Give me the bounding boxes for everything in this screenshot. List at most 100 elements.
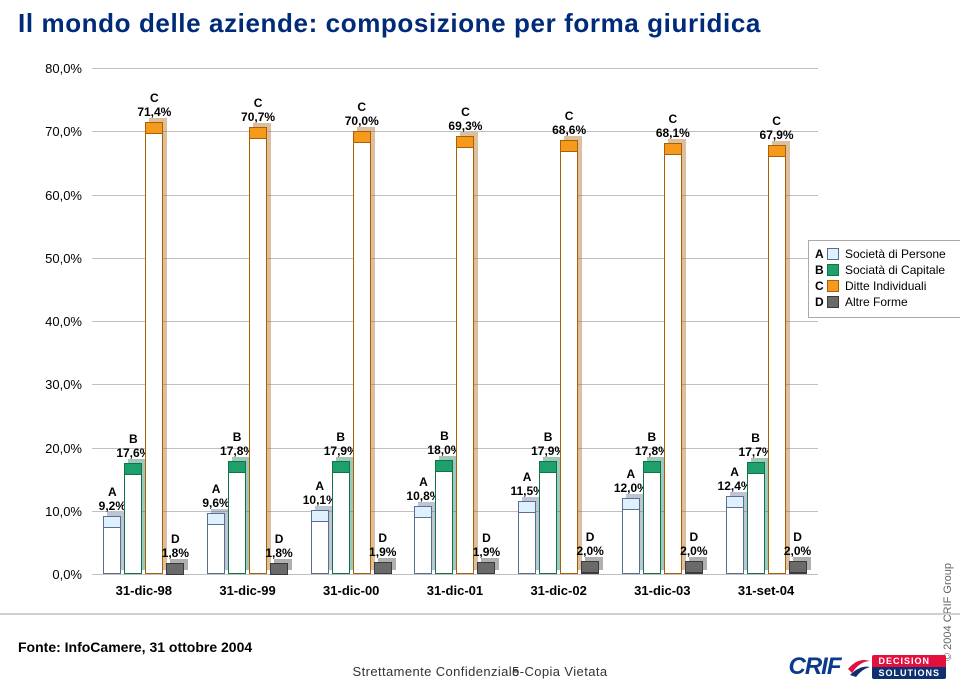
bar-letter: B: [129, 433, 138, 445]
bar-value: 1,8%: [265, 547, 292, 559]
page-number: 5: [512, 664, 519, 679]
bar-letter: D: [171, 533, 180, 545]
bar-letter: D: [690, 531, 699, 543]
bar: 69,3%C: [456, 136, 474, 574]
bar-value: 9,6%: [202, 497, 229, 509]
x-tick: 31-dic-02: [529, 583, 589, 598]
bar-value: 68,1%: [656, 127, 690, 139]
y-tick: 0,0%: [22, 568, 82, 581]
bar-group: 11,5%A17,9%B68,6%C2,0%D31-dic-02: [507, 68, 611, 574]
bar-group: 10,1%A17,9%B70,0%C1,9%D31-dic-00: [299, 68, 403, 574]
bar-value: 71,4%: [137, 106, 171, 118]
bar-value: 2,0%: [680, 545, 707, 557]
divider: [0, 613, 960, 615]
legend-label: Ditte Individuali: [845, 279, 960, 293]
bar-group: 9,6%A17,8%B70,7%C1,8%D31-dic-99: [196, 68, 300, 574]
bar: 70,7%C: [249, 127, 267, 574]
legend-item: B Sociatà di Capitale: [815, 263, 960, 277]
y-tick: 50,0%: [22, 252, 82, 265]
bar-letter: B: [648, 431, 657, 443]
confidential-text: Strettamente Confidenziale-Copia Vietata: [353, 664, 608, 679]
bar: 17,7%B: [747, 462, 765, 574]
plot-area: 0,0%10,0%20,0%30,0%40,0%50,0%60,0%70,0%8…: [92, 68, 818, 574]
bar: 2,0%D: [685, 561, 703, 574]
logo-ds-block: DECISION SOLUTIONS: [872, 655, 946, 679]
bar-letter: C: [669, 113, 678, 125]
bar-letter: A: [419, 476, 428, 488]
bar: 18,0%B: [435, 460, 453, 574]
x-tick: 31-dic-00: [321, 583, 381, 598]
legend-letter: A: [815, 247, 827, 261]
swoosh-icon: [846, 655, 870, 679]
side-copyright: © 2004 CRIF Group: [942, 563, 954, 661]
bar-letter: D: [378, 532, 387, 544]
bar-letter: A: [212, 483, 221, 495]
legend-item: A Società di Persone: [815, 247, 960, 261]
y-tick: 80,0%: [22, 62, 82, 75]
bar: 17,6%B: [124, 463, 142, 574]
logo-ds-top: DECISION: [872, 655, 946, 667]
bar-letter: D: [482, 532, 491, 544]
x-tick: 31-dic-01: [425, 583, 485, 598]
bar: 67,9%C: [768, 145, 786, 574]
bar-letter: C: [772, 115, 781, 127]
bar: 1,8%D: [166, 563, 184, 574]
bar-letter: C: [254, 97, 263, 109]
bar-group: 12,0%A17,8%B68,1%C2,0%D31-dic-03: [611, 68, 715, 574]
legend-swatch: [827, 280, 839, 292]
gridline: [92, 574, 818, 575]
bar: 2,0%D: [581, 561, 599, 574]
bar: 17,9%B: [332, 461, 350, 574]
bar-group: 10,8%A18,0%B69,3%C1,9%D31-dic-01: [403, 68, 507, 574]
bar-value: 2,0%: [576, 545, 603, 557]
bar-letter: B: [233, 431, 242, 443]
bar-letter: D: [793, 531, 802, 543]
bar: 10,1%A: [311, 510, 329, 574]
legend-label: Sociatà di Capitale: [845, 263, 960, 277]
bar-letter: A: [523, 471, 532, 483]
bar: 9,2%A: [103, 516, 121, 574]
bar: 68,6%C: [560, 140, 578, 574]
legend-label: Società di Persone: [845, 247, 960, 261]
x-tick: 31-dic-03: [632, 583, 692, 598]
y-tick: 30,0%: [22, 378, 82, 391]
bar-letter: C: [565, 110, 574, 122]
bar-letter: A: [315, 480, 324, 492]
bar: 12,4%A: [726, 496, 744, 574]
bar: 2,0%D: [789, 561, 807, 574]
bar-value: 67,9%: [760, 129, 794, 141]
bar-letter: B: [544, 431, 553, 443]
bar-value: 68,6%: [552, 124, 586, 136]
legend-item: CDitte Individuali: [815, 279, 960, 293]
legend: A Società di Persone B Sociatà di Capitale C…: [808, 240, 960, 318]
bar-value: 9,2%: [99, 500, 126, 512]
legend-item: DAltre Forme: [815, 295, 960, 309]
bar-letter: B: [751, 432, 760, 444]
bar: 17,8%B: [228, 461, 246, 574]
bar-value: 69,3%: [448, 120, 482, 132]
bar: 17,8%B: [643, 461, 661, 574]
x-tick: 31-dic-99: [218, 583, 278, 598]
bar: 10,8%A: [414, 506, 432, 574]
legend-swatch: [827, 296, 839, 308]
bar-group: 9,2%A17,6%B71,4%C1,8%D31-dic-98: [92, 68, 196, 574]
bar: 71,4%C: [145, 122, 163, 574]
y-tick: 60,0%: [22, 189, 82, 202]
source-text: Fonte: InfoCamere, 31 ottobre 2004: [18, 639, 252, 655]
bar-value: 70,0%: [345, 115, 379, 127]
x-tick: 31-set-04: [736, 583, 796, 598]
y-tick: 40,0%: [22, 315, 82, 328]
legend-swatch: [827, 248, 839, 260]
bar-value: 2,0%: [784, 545, 811, 557]
bar-letter: A: [627, 468, 636, 480]
bar-value: 1,9%: [369, 546, 396, 558]
legend-letter: B: [815, 263, 827, 277]
y-tick: 70,0%: [22, 125, 82, 138]
bar-letter: A: [730, 466, 739, 478]
bar: 9,6%A: [207, 513, 225, 574]
logo-ds-bottom: SOLUTIONS: [872, 667, 946, 679]
bar-letter: C: [357, 101, 366, 113]
bar: 11,5%A: [518, 501, 536, 574]
bar-letter: B: [440, 430, 449, 442]
bar: 1,9%D: [477, 562, 495, 574]
